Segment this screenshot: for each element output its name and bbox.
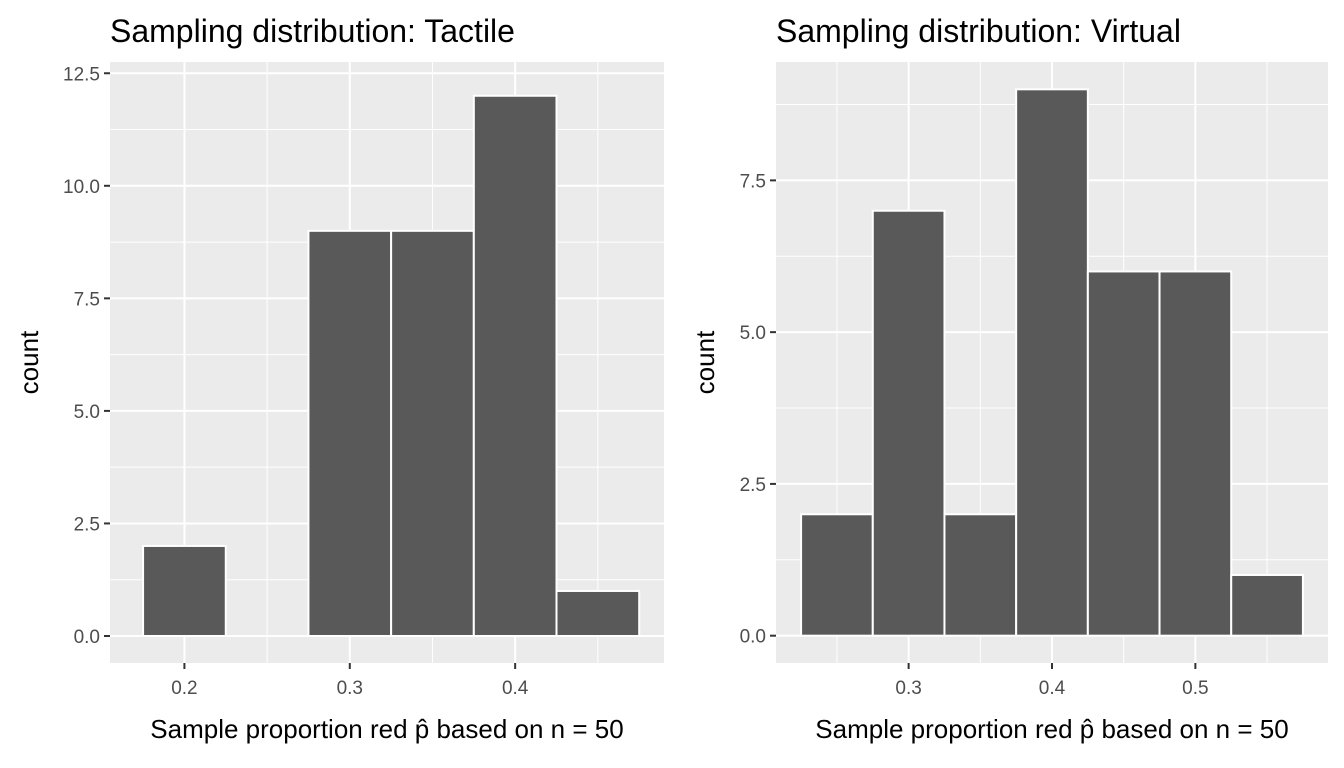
y-tick-label: 5.0 (740, 323, 766, 344)
y-tick-label: 0.0 (74, 627, 100, 648)
chart-1: 0.0 2.5 5.0 7.5 10.0 12.5 0.2 0.3 0.4 Sampling di… (14, 13, 664, 744)
x-axis-title: Sample proportion red p̂ based on n = 50 (150, 714, 623, 744)
y-tick-label: 5.0 (74, 402, 100, 423)
y-tick-label: 0.0 (740, 627, 766, 648)
y-tick-label: 7.5 (740, 171, 766, 192)
y-tick-label: 2.5 (740, 475, 766, 496)
y-tick-label: 2.5 (74, 514, 100, 535)
x-tick-label: 0.4 (1039, 678, 1066, 699)
x-tick-label: 0.2 (171, 678, 197, 699)
histogram-bar (307, 229, 393, 637)
histogram-bar (1230, 573, 1304, 637)
x-tick-label: 0.5 (1182, 678, 1208, 699)
y-tick-label: 10.0 (63, 177, 100, 198)
histogram-bar (142, 544, 227, 637)
y-tick-label: 7.5 (74, 289, 100, 310)
histogram-bar (800, 513, 874, 637)
y-tick-label: 12.5 (63, 64, 100, 85)
x-tick-label: 0.4 (502, 678, 529, 699)
y-axis-title: count (690, 330, 720, 394)
histogram-bar (1015, 88, 1089, 637)
chart-title: Sampling distribution: Tactile (110, 13, 515, 49)
x-axis-title: Sample proportion red p̂ based on n = 50 (815, 714, 1288, 744)
chart-title: Sampling distribution: Virtual (776, 13, 1181, 49)
histogram-bar (555, 589, 641, 637)
x-tick-label: 0.3 (337, 678, 363, 699)
chart-2: 0.0 2.5 5.0 7.5 0.3 0.4 0.5 Sampling distributi… (690, 13, 1328, 744)
x-tick-label: 0.3 (895, 678, 921, 699)
histogram-bar (943, 513, 1018, 637)
histogram-bar (1086, 270, 1161, 637)
histogram-bar (1158, 270, 1233, 637)
histogram-bar (871, 209, 946, 637)
histogram-bar (390, 229, 475, 637)
histogram-bar (472, 94, 558, 637)
y-axis-title: count (14, 330, 44, 394)
